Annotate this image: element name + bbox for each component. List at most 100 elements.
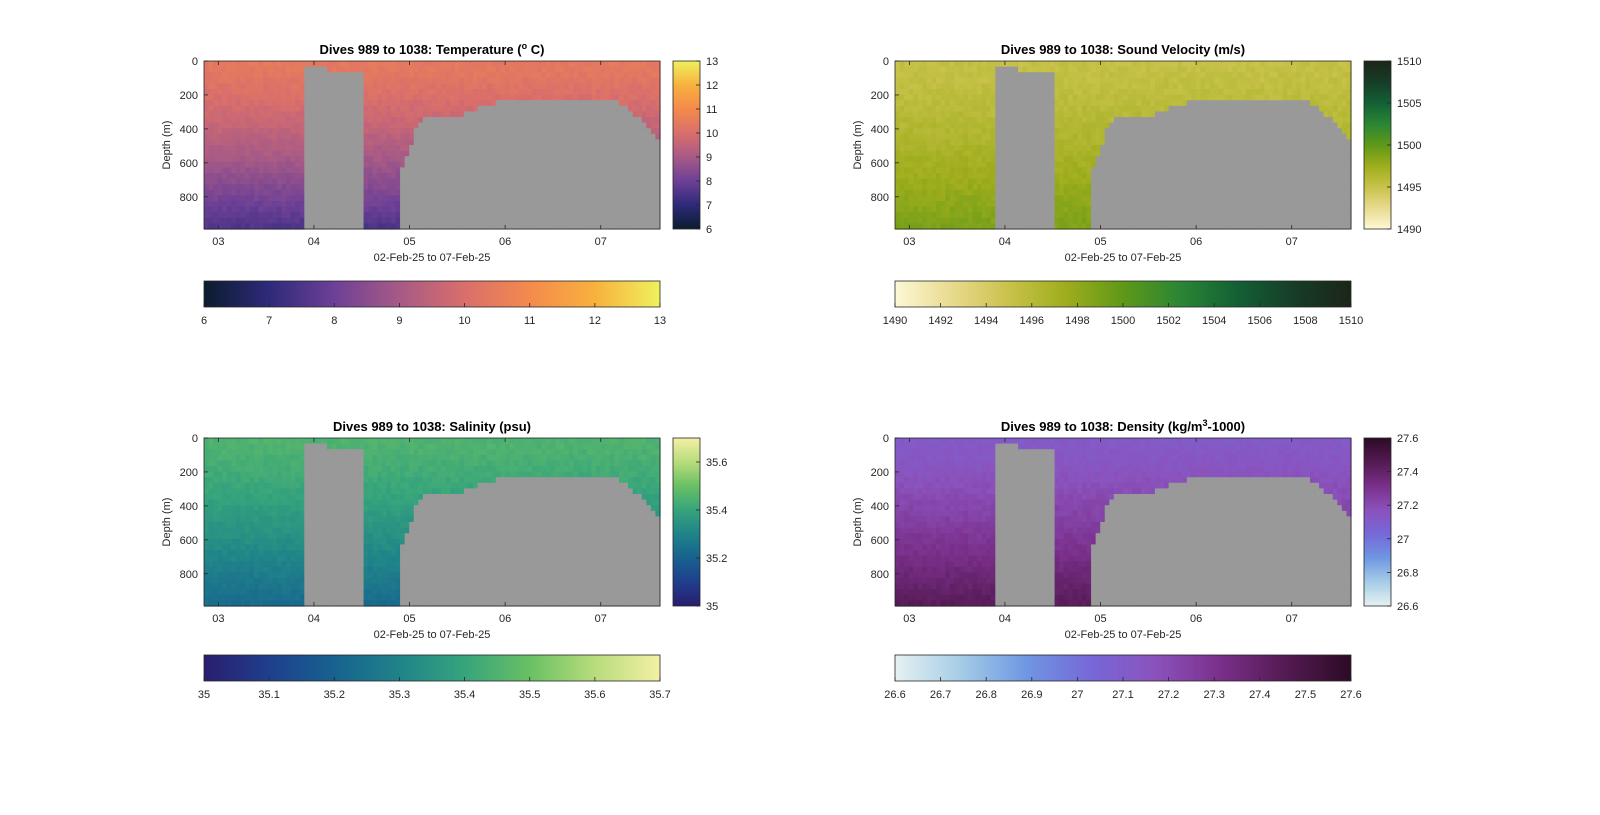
heatmap-cell	[436, 77, 442, 84]
heatmap-cell	[327, 105, 333, 112]
heatmap-cell	[596, 139, 602, 146]
heatmap-cell	[1009, 145, 1015, 152]
heatmap-cell	[354, 212, 360, 219]
heatmap-cell	[372, 217, 378, 224]
heatmap-cell	[390, 161, 397, 168]
heatmap-cell	[926, 61, 933, 68]
heatmap-cell	[1113, 66, 1120, 73]
heatmap-cell	[372, 94, 378, 101]
heatmap-cell	[550, 201, 556, 208]
heatmap-cell	[1086, 89, 1092, 96]
heatmap-cell	[908, 94, 914, 101]
heatmap-cell	[372, 201, 378, 208]
heatmap-cell	[623, 117, 629, 124]
heatmap-cell	[504, 145, 511, 152]
heatmap-cell	[559, 117, 565, 124]
heatmap-cell	[413, 100, 419, 107]
heatmap-cell	[1164, 156, 1170, 163]
heatmap-cell	[917, 217, 923, 224]
heatmap-cell	[204, 173, 210, 180]
heatmap-cell	[1045, 105, 1051, 112]
heatmap-cell	[655, 212, 661, 219]
heatmap-cell	[254, 105, 260, 112]
heatmap-cell	[1059, 61, 1065, 68]
heatmap-cell	[582, 201, 588, 208]
heatmap-cell	[527, 66, 533, 73]
heatmap-cell	[922, 167, 928, 174]
heatmap-cell	[1104, 105, 1110, 112]
heatmap-cell	[908, 100, 914, 107]
heatmap-cell	[482, 133, 488, 140]
heatmap-cell	[400, 133, 406, 140]
heatmap-cell	[559, 184, 565, 191]
heatmap-cell	[1059, 161, 1065, 168]
heatmap-cell	[486, 212, 492, 219]
heatmap-cell	[917, 178, 923, 185]
heatmap-cell	[345, 150, 351, 157]
heatmap-cell	[564, 206, 570, 213]
heatmap-cell	[990, 89, 996, 96]
heatmap-cell	[564, 61, 570, 68]
heatmap-cell	[509, 184, 515, 191]
heatmap-cell	[650, 167, 657, 174]
heatmap-cell	[1054, 184, 1060, 191]
heatmap-cell	[322, 117, 328, 124]
heatmap-cell	[217, 161, 223, 168]
heatmap-cell	[641, 184, 647, 191]
heatmap-cell	[931, 89, 937, 96]
heatmap-cell	[359, 189, 365, 196]
heatmap-cell	[1022, 150, 1028, 157]
heatmap-cell	[1173, 133, 1179, 140]
heatmap-cell	[245, 173, 251, 180]
heatmap-cell	[1100, 223, 1106, 230]
heatmap-cell	[940, 66, 946, 73]
heatmap-cell	[609, 139, 615, 146]
heatmap-cell	[600, 117, 606, 124]
heatmap-cell	[308, 201, 315, 208]
heatmap-cell	[1168, 189, 1174, 196]
heatmap-cell	[491, 105, 497, 112]
heatmap-cell	[999, 100, 1006, 107]
heatmap-cell	[331, 61, 337, 68]
heatmap-cell	[1123, 117, 1129, 124]
heatmap-cell	[254, 223, 260, 230]
heatmap-cell	[432, 100, 438, 107]
heatmap-cell	[1036, 77, 1042, 84]
heatmap-cell	[468, 167, 474, 174]
heatmap-cell	[600, 156, 606, 163]
heatmap-cell	[477, 145, 483, 152]
heatmap-cell	[313, 173, 319, 180]
heatmap-cell	[313, 145, 319, 152]
heatmap-cell	[404, 94, 410, 101]
heatmap-cell	[254, 189, 260, 196]
heatmap-cell	[372, 111, 378, 118]
heatmap-cell	[1132, 195, 1138, 202]
heatmap-cell	[331, 195, 337, 202]
heatmap-cell	[1123, 100, 1129, 107]
heatmap-cell	[286, 77, 292, 84]
heatmap-cell	[441, 133, 447, 140]
heatmap-cell	[304, 167, 310, 174]
heatmap-cell	[413, 94, 419, 101]
heatmap-cell	[1068, 145, 1074, 152]
heatmap-cell	[363, 167, 369, 174]
heatmap-cell	[509, 61, 515, 68]
heatmap-cell	[463, 150, 470, 157]
heatmap-cell	[349, 77, 356, 84]
heatmap-cell	[591, 201, 597, 208]
heatmap-cell	[363, 83, 369, 90]
heatmap-cell	[1141, 89, 1147, 96]
heatmap-cell	[1036, 184, 1042, 191]
heatmap-cell	[1132, 66, 1138, 73]
heatmap-cell	[290, 117, 296, 124]
heatmap-cell	[632, 117, 638, 124]
heatmap-cell	[454, 212, 460, 219]
heatmap-cell	[1091, 111, 1097, 118]
heatmap-cell	[1145, 201, 1151, 208]
heatmap-cell	[917, 66, 923, 73]
heatmap-cell	[1031, 145, 1037, 152]
heatmap-cell	[418, 100, 424, 107]
heatmap-cell	[532, 178, 538, 185]
heatmap-cell	[1040, 105, 1047, 112]
heatmap-cell	[1050, 150, 1056, 157]
